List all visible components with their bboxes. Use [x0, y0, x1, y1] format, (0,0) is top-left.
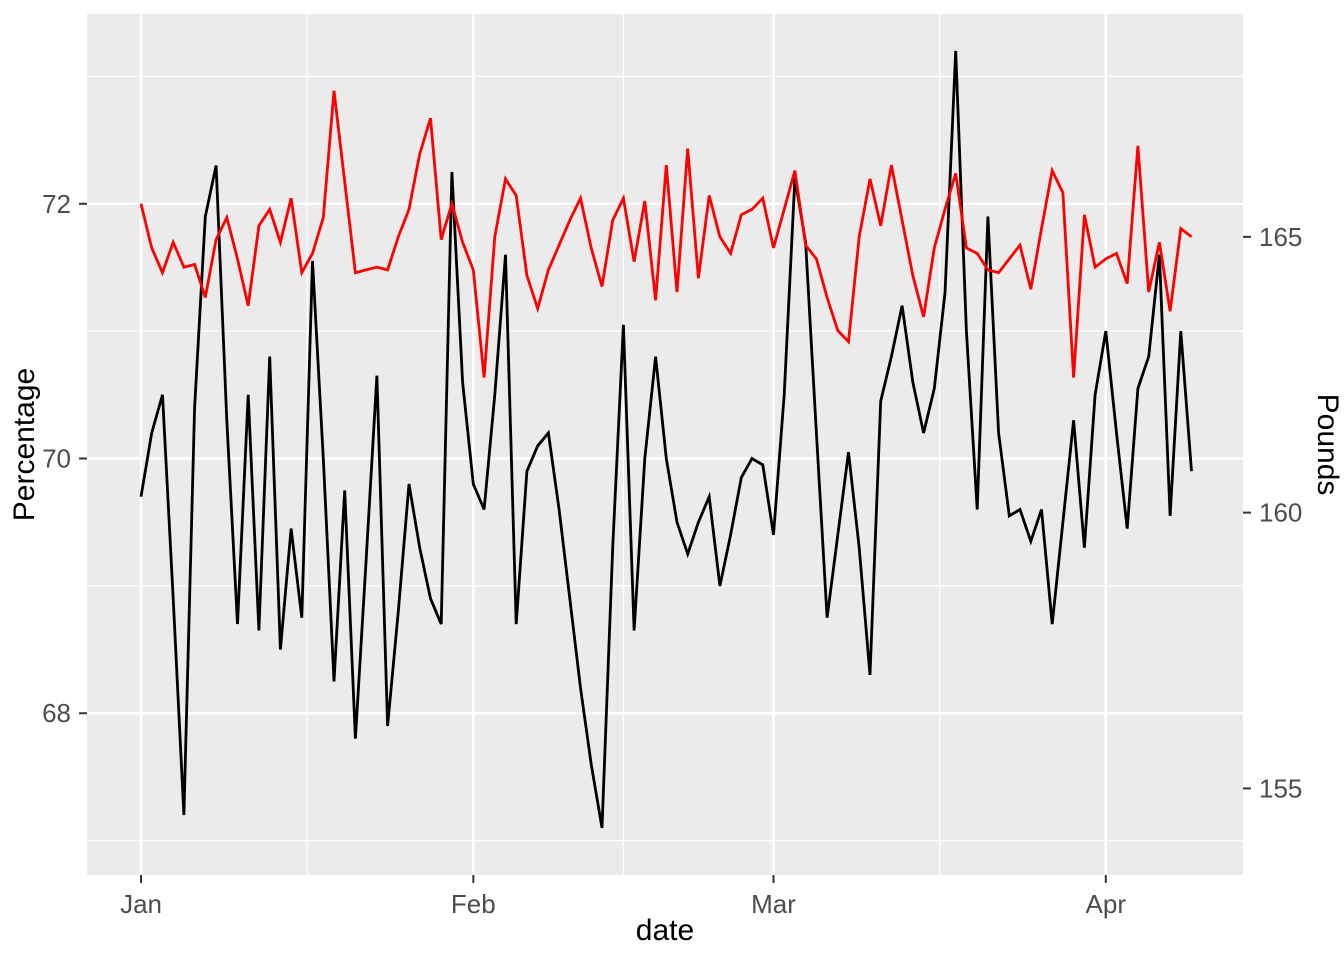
left-axis-title: Percentage	[8, 368, 41, 521]
left-tick-label-68: 68	[42, 698, 71, 728]
left-tick-label-70: 70	[42, 444, 71, 474]
x-axis-title: date	[636, 914, 694, 947]
right-tick-label-155: 155	[1259, 773, 1302, 803]
x-tick-label-apr: Apr	[1086, 889, 1127, 919]
percentage-line	[139, 50, 1193, 829]
x-tick-label-feb: Feb	[451, 889, 496, 919]
left-tick-label-72: 72	[42, 189, 71, 219]
pounds-line	[139, 90, 1193, 378]
right-tick-label-165: 165	[1259, 222, 1302, 252]
right-axis-title: Pounds	[1311, 394, 1344, 496]
x-tick-label-mar: Mar	[751, 889, 796, 919]
right-tick-label-160: 160	[1259, 498, 1302, 528]
x-tick-label-jan: Jan	[120, 889, 162, 919]
